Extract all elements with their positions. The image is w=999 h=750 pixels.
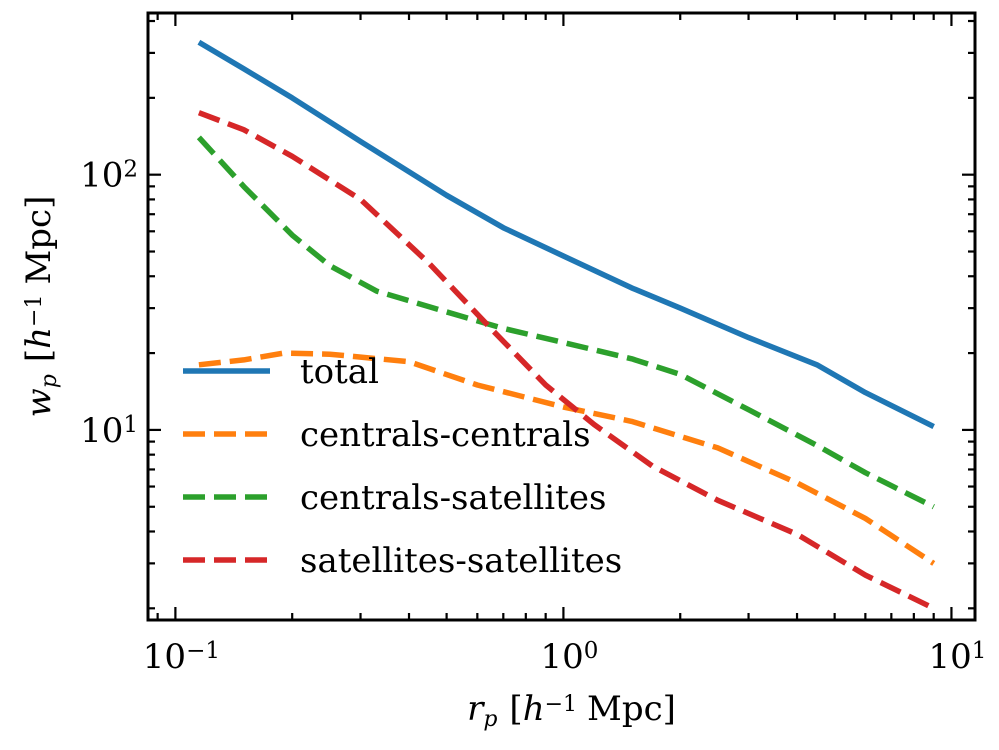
x-axis-label: rp [h−1 Mpc] <box>467 689 676 732</box>
tick-labels: 10−1 100 101 101 102 <box>80 156 986 677</box>
y-axis-label: wp[h−1Mpc] <box>19 196 62 418</box>
plot-area <box>196 39 936 611</box>
series-line-total <box>197 39 935 430</box>
x-tick-label: 100 <box>540 637 598 677</box>
legend-label-total: total <box>300 352 379 392</box>
y-tick-label: 101 <box>80 411 138 451</box>
x-tick-label: 10−1 <box>143 637 220 677</box>
x-tick-label: 101 <box>928 637 986 677</box>
plot-frame <box>146 11 977 622</box>
legend-label-centrals-satellites: centrals-satellites <box>300 478 606 518</box>
series-line-centrals-centrals <box>198 350 936 566</box>
y-tick-label: 102 <box>80 156 138 196</box>
legend: total centrals-centrals centrals-satellite… <box>183 352 622 581</box>
legend-label-centrals-centrals: centrals-centrals <box>300 415 591 455</box>
series-line-centrals-satellites <box>196 135 935 510</box>
series-line-satellites-satellites <box>197 110 935 611</box>
legend-label-satellites-satellites: satellites-satellites <box>300 541 622 581</box>
axis-ticks <box>148 13 975 620</box>
